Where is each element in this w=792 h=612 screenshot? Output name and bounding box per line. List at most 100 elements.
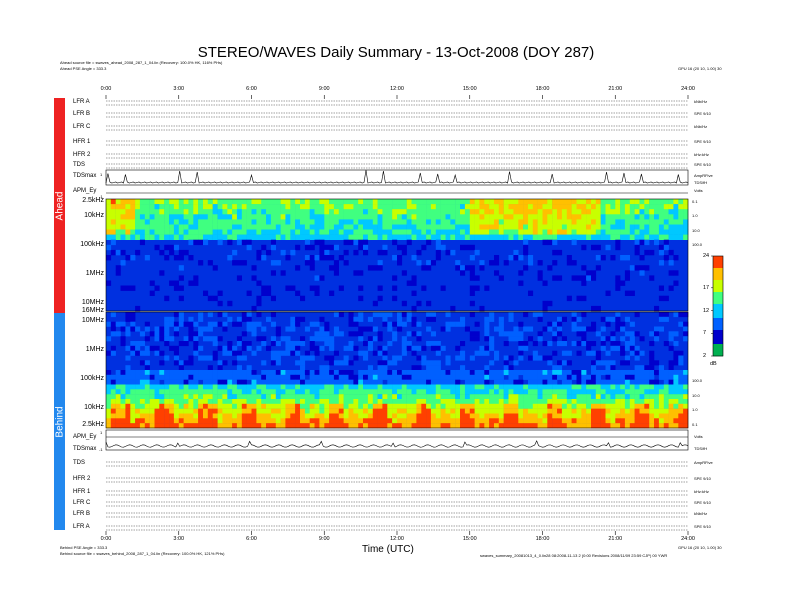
behind-spectrogram-cell <box>683 384 689 390</box>
ahead-spectrogram-cell <box>135 204 141 210</box>
ahead-spectrogram-cell <box>300 219 306 225</box>
ahead-spectrogram-cell <box>639 239 645 246</box>
colorbar-cell <box>713 316 723 319</box>
colorbar-cell <box>713 340 723 343</box>
ahead-spectrogram-cell <box>212 214 218 220</box>
ahead-spectrogram-cell <box>392 234 398 240</box>
behind-spectrogram-cell <box>324 408 330 414</box>
behind-spectrogram-cell <box>673 341 679 347</box>
behind-spectrogram-cell <box>566 389 572 395</box>
ahead-freq-label: 1MHz <box>85 270 104 277</box>
ahead-spectrogram-cell <box>377 199 383 205</box>
behind-spectrogram-cell <box>217 360 223 366</box>
behind-spectrogram-cell <box>397 321 403 327</box>
behind-spectrogram-cell <box>615 423 621 429</box>
behind-spectrogram-cell <box>460 321 466 327</box>
ahead-spectrogram-cell <box>547 224 553 230</box>
behind-spectrogram-cell <box>392 394 398 400</box>
ahead-spectrogram-cell <box>275 214 281 220</box>
behind-spectrogram-cell <box>392 336 398 342</box>
ahead-spectrogram-cell <box>464 265 470 271</box>
behind-spectrogram-cell <box>430 379 436 385</box>
behind-spectrogram-cell <box>139 384 145 390</box>
behind-spectrogram-cell <box>193 345 199 351</box>
behind-spectrogram-cell <box>629 389 635 395</box>
ahead-spectrogram-cell <box>586 275 592 281</box>
behind-spectrogram-cell <box>232 403 238 409</box>
behind-spectrogram-cell <box>241 345 247 351</box>
behind-spectrogram-cell <box>508 355 514 361</box>
ahead-spectrogram-cell <box>319 249 325 256</box>
ahead-spectrogram-cell <box>115 229 121 235</box>
ahead-spectrogram-cell <box>426 234 432 240</box>
ahead-spectrogram-cell <box>227 300 233 307</box>
ahead-spectrogram-cell <box>120 214 126 220</box>
behind-spectrogram-cell <box>207 413 213 419</box>
behind-spectrogram-cell <box>513 413 519 419</box>
ahead-spectrogram-cell <box>314 224 320 230</box>
ahead-spectrogram-cell <box>203 229 209 235</box>
ahead-spectrogram-cell <box>246 239 252 246</box>
behind-spectrogram-cell <box>188 379 194 385</box>
behind-spectrogram-cell <box>566 370 572 376</box>
behind-spectrogram-cell <box>430 374 436 380</box>
behind-spectrogram-cell <box>178 365 184 371</box>
behind-spectrogram-cell <box>474 331 480 337</box>
behind-spectrogram-cell <box>571 374 577 380</box>
behind-spectrogram-cell <box>387 374 393 380</box>
ahead-spectrogram-cell <box>513 249 519 256</box>
behind-spectrogram-cell <box>566 360 572 366</box>
ahead-spectrogram-cell <box>586 214 592 220</box>
behind-row-label: HFR 2 <box>73 476 91 482</box>
ahead-right-label: SPE 9/10 <box>694 162 711 167</box>
behind-spectrogram-cell <box>193 350 199 356</box>
behind-spectrogram-cell <box>275 355 281 361</box>
behind-spectrogram-cell <box>576 408 582 414</box>
ahead-spectrogram-cell <box>591 209 597 215</box>
ahead-spectrogram-cell <box>649 249 655 256</box>
behind-spectrogram-cell <box>673 350 679 356</box>
colorbar-cell <box>713 292 723 295</box>
ahead-spectrogram-cell <box>634 224 640 230</box>
behind-spectrogram-cell <box>207 312 213 318</box>
behind-spectrogram-cell <box>295 423 301 429</box>
behind-spectrogram-cell <box>426 341 432 347</box>
ahead-spectrogram-cell <box>658 234 664 240</box>
behind-spectrogram-cell <box>285 379 291 385</box>
colorbar-cell <box>713 350 723 353</box>
behind-spectrogram-cell <box>406 316 412 322</box>
behind-spectrogram-cell <box>207 418 213 424</box>
behind-spectrogram-cell <box>523 399 529 405</box>
ahead-spectrogram-cell <box>440 285 446 291</box>
ahead-spectrogram-cell <box>139 219 145 225</box>
behind-spectrogram-cell <box>270 374 276 380</box>
ahead-spectrogram-cell <box>658 224 664 230</box>
behind-spectrogram-cell <box>620 379 626 385</box>
behind-spectrogram-cell <box>135 326 141 332</box>
behind-spectrogram-cell <box>353 403 359 409</box>
ahead-spectrogram-cell <box>353 234 359 240</box>
ahead-spectrogram-cell <box>673 234 679 240</box>
ahead-spectrogram-cell <box>610 219 616 225</box>
ahead-spectrogram-cell <box>595 244 601 251</box>
behind-spectrogram-cell <box>304 370 310 376</box>
ahead-spectrogram-cell <box>639 270 645 276</box>
behind-spectrogram-cell <box>566 394 572 400</box>
behind-spectrogram-cell <box>217 345 223 351</box>
behind-spectrogram-cell <box>537 399 543 405</box>
ahead-spectrogram-cell <box>217 224 223 230</box>
ahead-spectrogram-cell <box>183 204 189 210</box>
behind-spectrogram-cell <box>528 389 534 395</box>
behind-spectrogram-cell <box>212 399 218 405</box>
colorbar-cell <box>713 306 723 309</box>
behind-spectrogram-cell <box>469 374 475 380</box>
behind-spectrogram-cell <box>620 413 626 419</box>
behind-spectrogram-cell <box>324 418 330 424</box>
behind-spectrogram-cell <box>532 355 538 361</box>
ahead-spectrogram-cell <box>130 234 136 240</box>
behind-spectrogram-cell <box>663 312 669 318</box>
behind-spectrogram-cell <box>455 389 461 395</box>
behind-spectrogram-cell <box>125 316 131 322</box>
behind-spectrogram-cell <box>115 374 121 380</box>
ahead-spectrogram-cell <box>353 270 359 276</box>
